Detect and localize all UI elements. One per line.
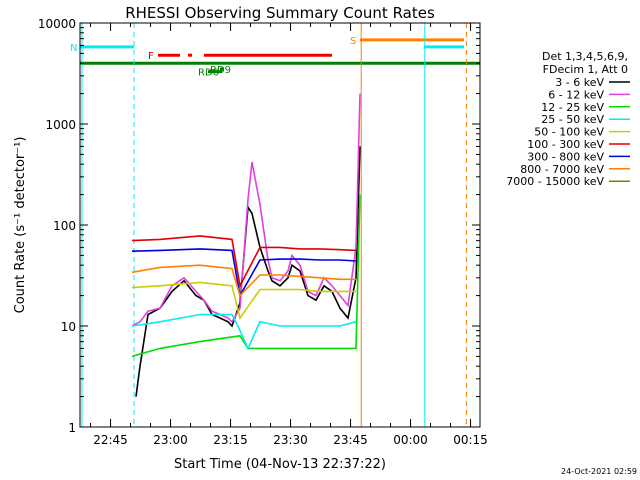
legend-header-line: FDecim 1, Att 0: [543, 63, 628, 76]
x-axis-label: Start Time (04-Nov-13 22:37:22): [174, 457, 386, 472]
flag-label: N: [70, 43, 77, 54]
x-tick-label: 23:15: [213, 433, 248, 447]
x-tick-label: 23:30: [273, 433, 308, 447]
series-line-2: [131, 194, 361, 358]
series-line-7: [131, 264, 356, 298]
series-line-1: [131, 93, 361, 327]
legend-label: 25 - 50 keV: [541, 113, 604, 126]
y-tick-label: 1000: [45, 118, 76, 132]
y-tick-label: 10: [61, 320, 76, 334]
legend-header-line: Det 1,3,4,5,6,9,: [542, 50, 628, 63]
x-tick-label: 23:00: [153, 433, 188, 447]
series-line-5: [131, 235, 357, 289]
series-line-3: [131, 313, 357, 351]
legend-label: 300 - 800 keV: [527, 150, 604, 163]
legend-label: 7000 - 15000 keV: [506, 175, 604, 188]
legend-label: 50 - 100 keV: [534, 126, 604, 139]
x-tick-label: 23:45: [333, 433, 368, 447]
y-tick-label: 100: [53, 219, 76, 233]
y-tick-label: 10000: [38, 17, 76, 31]
legend-label: 6 - 12 keV: [548, 88, 604, 101]
footer-date: 24-Oct-2021 02:59: [561, 467, 637, 476]
y-tick-label: 1: [68, 421, 76, 435]
x-tick-label: 22:45: [93, 433, 128, 447]
flag-label: RD6: [198, 68, 219, 79]
x-tick-label: 00:00: [393, 433, 428, 447]
series-line-0: [135, 146, 361, 397]
flag-label: F: [148, 51, 154, 62]
flag-label: S: [350, 36, 356, 47]
x-tick-label: 00:15: [453, 433, 488, 447]
legend-label: 3 - 6 keV: [555, 76, 604, 89]
series-lines: [131, 93, 361, 397]
y-axis-ticks: 1 10 100 1000 10000: [38, 17, 480, 435]
flag-bars: NFSRD9RD6: [70, 36, 480, 79]
x-axis-ticks: 22:45 23:00 23:15 23:30 23:45 00:00 00:15: [90, 23, 488, 447]
chart-title: RHESSI Observing Summary Count Rates: [125, 4, 435, 22]
legend: Det 1,3,4,5,6,9,FDecim 1, Att 03 - 6 keV…: [506, 50, 630, 188]
y-axis-label: Count Rate (s⁻¹ detector⁻¹): [13, 137, 28, 314]
series-line-6: [131, 248, 357, 298]
legend-label: 100 - 300 keV: [527, 138, 604, 151]
series-line-4: [131, 281, 356, 320]
legend-label: 12 - 25 keV: [541, 101, 604, 114]
legend-label: 800 - 7000 keV: [520, 163, 604, 176]
